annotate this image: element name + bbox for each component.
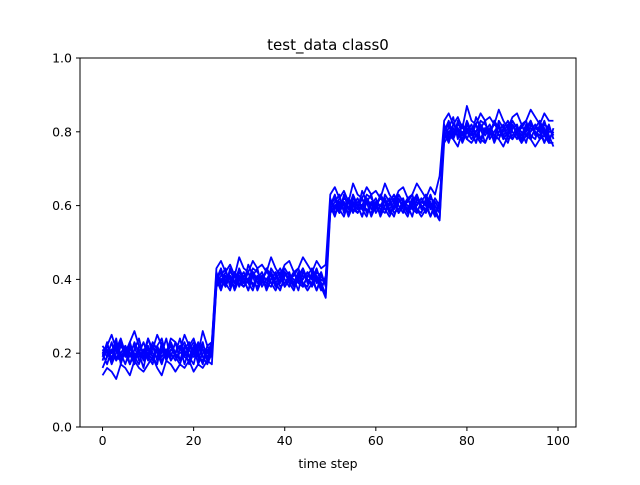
series-line-10	[101, 119, 555, 366]
plot-frame	[79, 57, 577, 428]
x-tick-label: 80	[459, 433, 475, 448]
y-tick-label: 1.0	[52, 51, 72, 66]
y-tick-label: 0.8	[52, 124, 72, 139]
chart-title: test_data class0	[267, 36, 389, 55]
y-tick-label: 0.4	[52, 272, 72, 287]
ticks-layer: 0 20 40 60 80 100 0.0 0.2 0.4 0.6 0.8 1.0	[52, 51, 570, 449]
series-layer	[101, 105, 555, 380]
y-tick-label: 0.0	[52, 420, 72, 435]
x-tick-label: 0	[99, 433, 107, 448]
x-tick-label: 20	[186, 433, 202, 448]
x-axis-label: time step	[298, 456, 357, 471]
x-tick-label: 100	[546, 433, 570, 448]
y-tick-label: 0.2	[52, 346, 72, 361]
x-tick-label: 60	[368, 433, 384, 448]
y-tick-label: 0.6	[52, 198, 72, 213]
x-tick-label: 40	[277, 433, 293, 448]
